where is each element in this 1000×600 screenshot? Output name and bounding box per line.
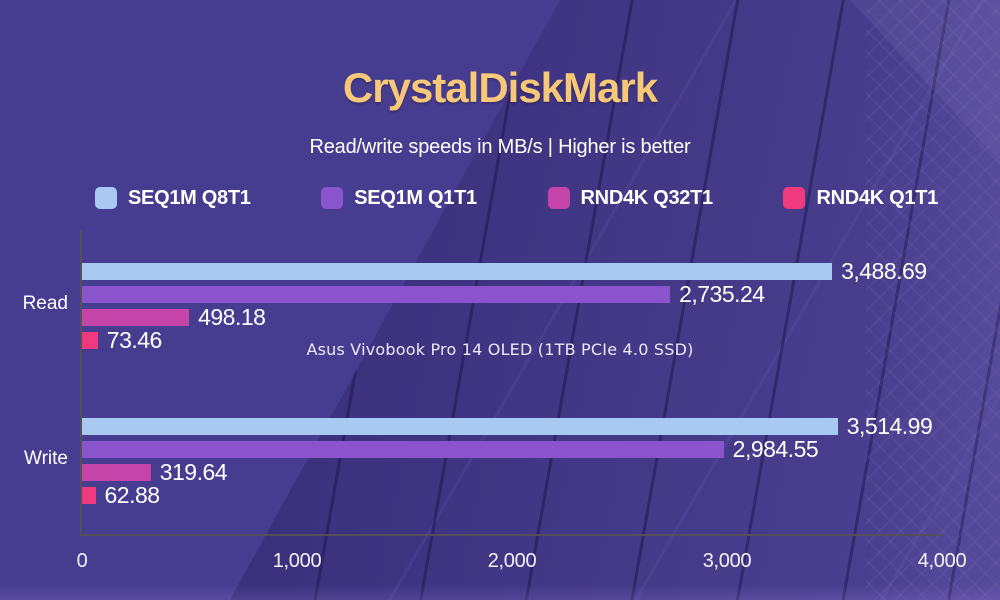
bar-read-rnd4k-q1t1 <box>82 332 98 349</box>
legend-swatch-rnd4k-q1t1 <box>783 187 806 209</box>
bar-write-rnd4k-q32t1 <box>82 464 151 481</box>
bar-row-write-rnd4k-q32t1: 319.64 <box>82 459 942 485</box>
bar-row-write-rnd4k-q1t1: 62.88 <box>82 482 942 508</box>
x-axis-tick-3-000: 3,000 <box>702 550 752 572</box>
value-label-write-rnd4k-q32t1: 319.64 <box>159 459 228 485</box>
value-label-read-rnd4k-q1t1: 73.46 <box>106 327 163 353</box>
chart-subtitle: Read/write speeds in MB/s | Higher is be… <box>309 136 691 158</box>
bar-row-read-seq1m-q1t1: 2,735.24 <box>82 281 942 307</box>
bar-read-seq1m-q1t1 <box>82 286 671 303</box>
x-axis-tick-0: 0 <box>76 550 88 572</box>
value-label-read-seq1m-q1t1: 2,735.24 <box>679 281 765 307</box>
x-axis-tick-2-000: 2,000 <box>487 550 537 572</box>
x-axis-tick-4-000: 4,000 <box>917 550 967 572</box>
bar-row-read-rnd4k-q1t1: 73.46 <box>82 327 942 353</box>
legend-swatch-seq1m-q1t1 <box>321 187 344 209</box>
category-label-read: Read <box>22 293 68 314</box>
legend-item-rnd4k-q1t1: RND4K Q1T1 <box>783 186 938 210</box>
bar-row-read-rnd4k-q32t1: 498.18 <box>82 304 942 330</box>
bar-write-rnd4k-q1t1 <box>82 487 96 504</box>
bar-write-seq1m-q8t1 <box>82 418 838 435</box>
category-label-write: Write <box>24 448 68 469</box>
bar-row-write-seq1m-q1t1: 2,984.55 <box>82 436 942 462</box>
bar-row-write-seq1m-q8t1: 3,514.99 <box>82 413 942 439</box>
legend-label: RND4K Q1T1 <box>816 186 938 209</box>
value-label-write-rnd4k-q1t1: 62.88 <box>104 482 161 508</box>
legend-label: RND4K Q32T1 <box>580 186 714 209</box>
value-label-write-seq1m-q8t1: 3,514.99 <box>846 413 933 439</box>
legend-item-rnd4k-q32t1: RND4K Q32T1 <box>547 186 714 210</box>
legend-item-seq1m-q1t1: SEQ1M Q1T1 <box>321 187 477 210</box>
legend-item-seq1m-q8t1: SEQ1M Q8T1 <box>95 187 251 210</box>
legend-label: SEQ1M Q1T1 <box>354 186 477 209</box>
value-label-read-rnd4k-q32t1: 498.18 <box>198 304 266 330</box>
plot-area: Read 3,488.69 2,735.24 498.18 73.46 Write 3,51… <box>23 230 967 572</box>
bar-write-seq1m-q1t1 <box>82 441 724 458</box>
value-label-read-seq1m-q8t1: 3,488.69 <box>841 258 927 284</box>
bar-read-seq1m-q8t1 <box>82 263 833 280</box>
chart-title: CrystalDiskMark <box>342 64 658 111</box>
legend-label: SEQ1M Q8T1 <box>128 186 251 209</box>
x-axis-tick-1-000: 1,000 <box>272 550 322 572</box>
legend-swatch-rnd4k-q32t1 <box>547 187 570 209</box>
legend-swatch-seq1m-q8t1 <box>95 187 117 209</box>
value-label-write-seq1m-q1t1: 2,984.55 <box>732 436 819 462</box>
bottom-glow <box>0 584 1000 600</box>
device-annotation: Asus Vivobook Pro 14 OLED (1TB PCIe 4.0 … <box>306 340 694 359</box>
bar-row-read-seq1m-q8t1: 3,488.69 <box>82 258 942 284</box>
chart-legend: SEQ1M Q8T1 SEQ1M Q1T1 RND4K Q32T1 RND4K Q1T… <box>95 185 938 211</box>
bar-read-rnd4k-q32t1 <box>82 309 190 326</box>
